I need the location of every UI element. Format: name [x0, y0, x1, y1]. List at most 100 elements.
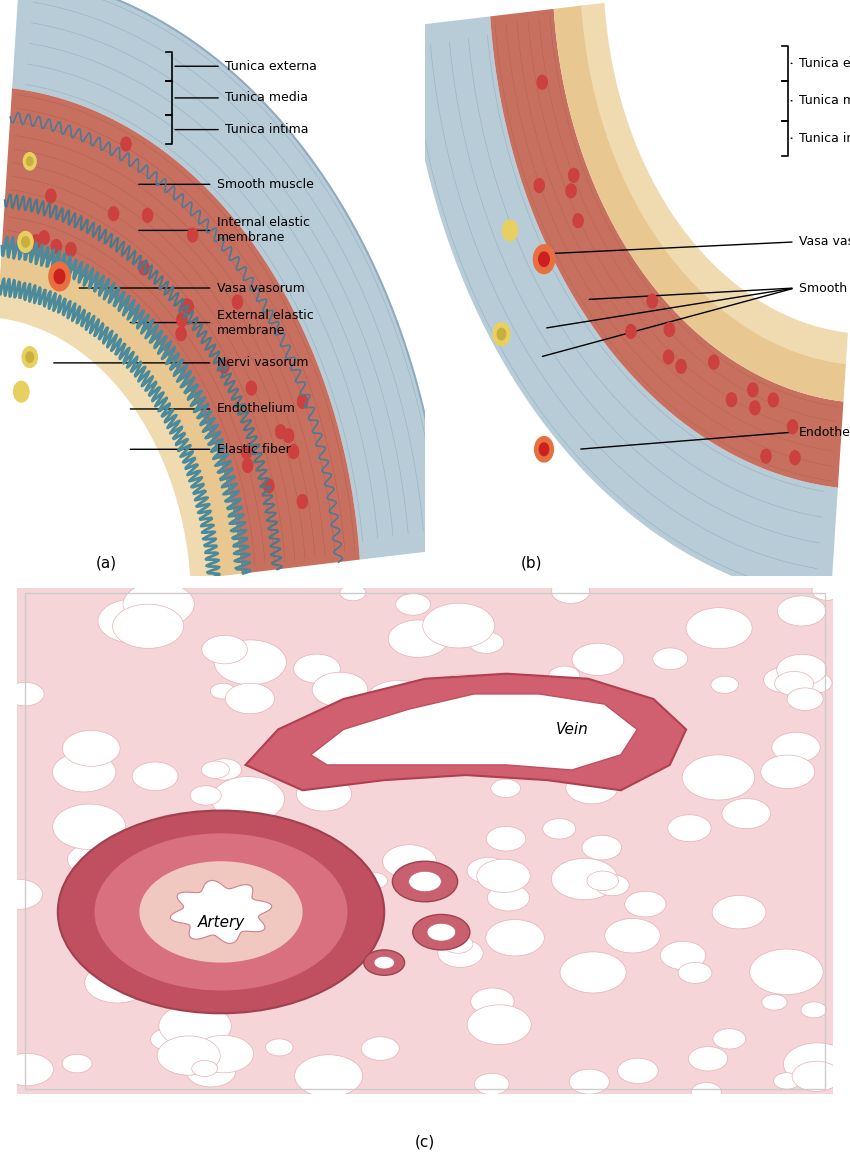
- Text: Endothelium: Endothelium: [217, 402, 296, 416]
- Circle shape: [31, 235, 42, 249]
- Circle shape: [400, 715, 450, 746]
- Circle shape: [552, 579, 590, 604]
- Circle shape: [181, 298, 191, 312]
- Circle shape: [371, 738, 435, 778]
- Circle shape: [210, 843, 268, 879]
- Circle shape: [58, 811, 384, 1014]
- Circle shape: [443, 934, 473, 953]
- Circle shape: [569, 168, 579, 182]
- Circle shape: [94, 833, 348, 991]
- Circle shape: [678, 962, 712, 984]
- Circle shape: [295, 1055, 363, 1097]
- Polygon shape: [581, 2, 848, 364]
- Circle shape: [265, 1039, 293, 1056]
- Circle shape: [23, 152, 36, 169]
- Circle shape: [242, 458, 252, 472]
- Circle shape: [484, 711, 525, 736]
- Polygon shape: [405, 16, 838, 602]
- Text: Endothelium: Endothelium: [799, 425, 850, 439]
- Circle shape: [366, 681, 432, 721]
- Circle shape: [625, 892, 666, 917]
- Text: Vasa vasorum: Vasa vasorum: [799, 235, 850, 249]
- Text: (b): (b): [520, 555, 542, 570]
- Text: Artery: Artery: [197, 915, 245, 930]
- Circle shape: [664, 350, 674, 364]
- Circle shape: [709, 355, 719, 369]
- Circle shape: [566, 184, 576, 198]
- Circle shape: [312, 673, 368, 707]
- Text: Elastic fiber: Elastic fiber: [217, 442, 291, 456]
- Circle shape: [232, 295, 242, 309]
- Circle shape: [382, 844, 436, 878]
- Polygon shape: [12, 0, 445, 560]
- Circle shape: [219, 359, 230, 373]
- Circle shape: [688, 1047, 728, 1071]
- Circle shape: [774, 1073, 800, 1089]
- Circle shape: [468, 857, 509, 884]
- Circle shape: [159, 1003, 231, 1048]
- Circle shape: [65, 243, 76, 257]
- Circle shape: [572, 645, 615, 672]
- Circle shape: [145, 870, 199, 903]
- Polygon shape: [2, 89, 360, 574]
- Circle shape: [246, 381, 257, 395]
- Circle shape: [799, 673, 832, 694]
- Circle shape: [762, 994, 787, 1010]
- Circle shape: [150, 1029, 186, 1051]
- Circle shape: [777, 654, 827, 685]
- Circle shape: [683, 755, 755, 799]
- Text: Tunica media: Tunica media: [225, 91, 309, 105]
- Circle shape: [772, 733, 820, 763]
- Circle shape: [85, 963, 150, 1003]
- Circle shape: [460, 700, 515, 735]
- Circle shape: [361, 1037, 400, 1060]
- Circle shape: [374, 956, 394, 969]
- Circle shape: [534, 245, 554, 274]
- Circle shape: [308, 904, 371, 945]
- Circle shape: [761, 449, 771, 463]
- Circle shape: [139, 262, 149, 275]
- Circle shape: [409, 871, 441, 892]
- Circle shape: [553, 711, 602, 741]
- Circle shape: [676, 359, 686, 373]
- Circle shape: [46, 189, 56, 203]
- Circle shape: [143, 209, 153, 222]
- Circle shape: [244, 846, 301, 880]
- Text: Smooth muscle: Smooth muscle: [799, 281, 850, 295]
- Circle shape: [486, 826, 526, 851]
- Text: Tunica externa: Tunica externa: [225, 60, 317, 73]
- Circle shape: [127, 874, 172, 903]
- Circle shape: [214, 639, 286, 684]
- Circle shape: [207, 759, 241, 780]
- Circle shape: [193, 1036, 253, 1073]
- Circle shape: [112, 604, 184, 649]
- Circle shape: [801, 1002, 827, 1018]
- Circle shape: [51, 240, 61, 253]
- Circle shape: [748, 382, 758, 396]
- Circle shape: [6, 682, 44, 706]
- Circle shape: [711, 676, 739, 694]
- Text: (a): (a): [96, 555, 116, 570]
- Circle shape: [297, 776, 352, 811]
- Circle shape: [201, 636, 247, 664]
- Circle shape: [493, 323, 510, 346]
- Text: Smooth muscle: Smooth muscle: [217, 177, 314, 191]
- Circle shape: [264, 479, 274, 493]
- Circle shape: [388, 620, 449, 658]
- Circle shape: [132, 761, 178, 790]
- Circle shape: [283, 429, 293, 442]
- Circle shape: [176, 327, 186, 341]
- Circle shape: [537, 75, 547, 89]
- Circle shape: [549, 666, 580, 685]
- Circle shape: [787, 688, 823, 711]
- Circle shape: [784, 1043, 850, 1085]
- Circle shape: [186, 1056, 235, 1087]
- Circle shape: [522, 681, 585, 719]
- Text: Tunica intima: Tunica intima: [225, 123, 309, 136]
- Circle shape: [429, 674, 498, 718]
- Circle shape: [539, 442, 548, 456]
- Circle shape: [98, 599, 169, 643]
- Circle shape: [777, 596, 825, 626]
- Polygon shape: [170, 880, 272, 943]
- Circle shape: [139, 862, 303, 963]
